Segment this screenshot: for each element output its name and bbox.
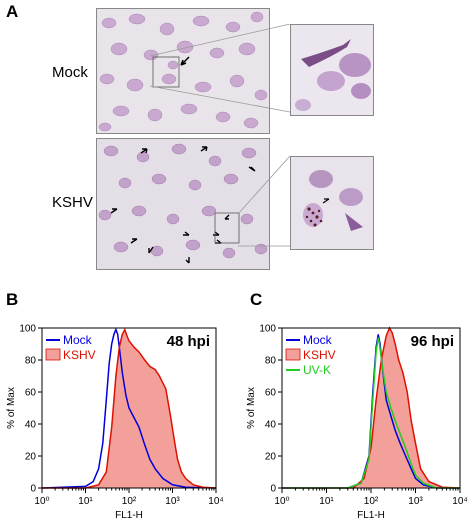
panel-c-legend-swatch-kshv: [285, 348, 301, 361]
mock-micrograph-image: [97, 9, 269, 133]
panel-b-xtick-label: 10³: [165, 496, 180, 507]
panel-c-xtick-label: 10²: [364, 496, 379, 507]
kshv-zoom-lines: [237, 155, 291, 247]
panel-c-histogram: 0 20 40 60 80 100 10⁰ 10¹ 10² 10³ 10⁴ FL1-H % of Max…: [246, 324, 468, 522]
panel-c-series-kshv-fill: [282, 328, 460, 488]
panel-b-ytick-label: 40: [25, 420, 37, 431]
panel-c-ytick-label: 60: [265, 388, 277, 399]
panel-b-xtick-label: 10¹: [78, 496, 93, 507]
panel-c-xtick-label: 10¹: [319, 496, 334, 507]
kshv-inset-image: [291, 157, 373, 249]
mock-micrograph: [96, 8, 270, 134]
panel-c-letter: C: [250, 290, 263, 309]
mock-row-label: Mock: [52, 64, 88, 81]
panel-b-ytick-label: 0: [30, 484, 36, 495]
kshv-row-label: KSHV: [52, 194, 93, 211]
panel-b-ylabel: % of Max: [6, 387, 17, 429]
panel-c-xtick-label: 10⁴: [452, 496, 467, 507]
panel-b-annotation: 48 hpi: [167, 333, 210, 350]
panel-c-ytick-label: 20: [265, 452, 277, 463]
panel-c-xtick-label: 10³: [408, 496, 423, 507]
panel-b-ytick-label: 20: [25, 452, 37, 463]
panel-c-ytick-label: 80: [265, 356, 277, 367]
panel-c-legend-label-mock: Mock: [303, 333, 333, 347]
panel-c-series-uvk-line: [282, 337, 460, 489]
panel-c-ytick-label: 0: [270, 484, 276, 495]
panel-b-series-kshv-line: [42, 327, 217, 489]
panel-b-ytick-label: 100: [19, 324, 36, 335]
kshv-micrograph: [96, 138, 270, 270]
panel-b-xtick-label: 10⁴: [208, 496, 223, 507]
kshv-inset-micrograph: [290, 156, 374, 250]
mock-inset-image: [291, 25, 373, 115]
panel-b-legend-label-mock: Mock: [63, 333, 93, 347]
panel-b-series-mock-line: [41, 327, 217, 489]
panel-b-xtick-label: 10²: [122, 496, 137, 507]
panel-c-ytick-label: 40: [265, 420, 277, 431]
panel-c-xlabel: FL1-H: [357, 510, 385, 521]
panel-c-series-kshv-line: [282, 326, 461, 489]
panel-c-ytick-label: 100: [259, 324, 276, 335]
panel-b-xtick-label: 10⁰: [34, 496, 49, 507]
panel-b-ytick-label: 60: [25, 388, 37, 399]
panel-b-histogram: 0 20 40 60 80 100 10⁰ 10¹ 10² 10³ 10⁴ FL1-H % of Max…: [6, 324, 224, 522]
kshv-micrograph-image: [97, 139, 269, 269]
panel-c-annotation: 96 hpi: [411, 333, 454, 350]
panel-b-legend-label-kshv: KSHV: [63, 348, 96, 362]
panel-b-ytick-label: 80: [25, 356, 37, 367]
panel-c-legend-label-kshv: KSHV: [303, 348, 336, 362]
panel-b-xlabel: FL1-H: [115, 510, 143, 521]
panel-a-letter: A: [6, 2, 19, 21]
panel-b-letter: B: [6, 290, 19, 309]
mock-zoom-lines: [150, 24, 291, 113]
panel-c-legend-label-uvk: UV-K: [303, 363, 331, 377]
panel-b-legend-swatch-kshv: [45, 348, 61, 361]
panel-c-xtick-label: 10⁰: [274, 496, 289, 507]
mock-inset-micrograph: [290, 24, 374, 116]
panel-c-ylabel: % of Max: [246, 387, 257, 429]
